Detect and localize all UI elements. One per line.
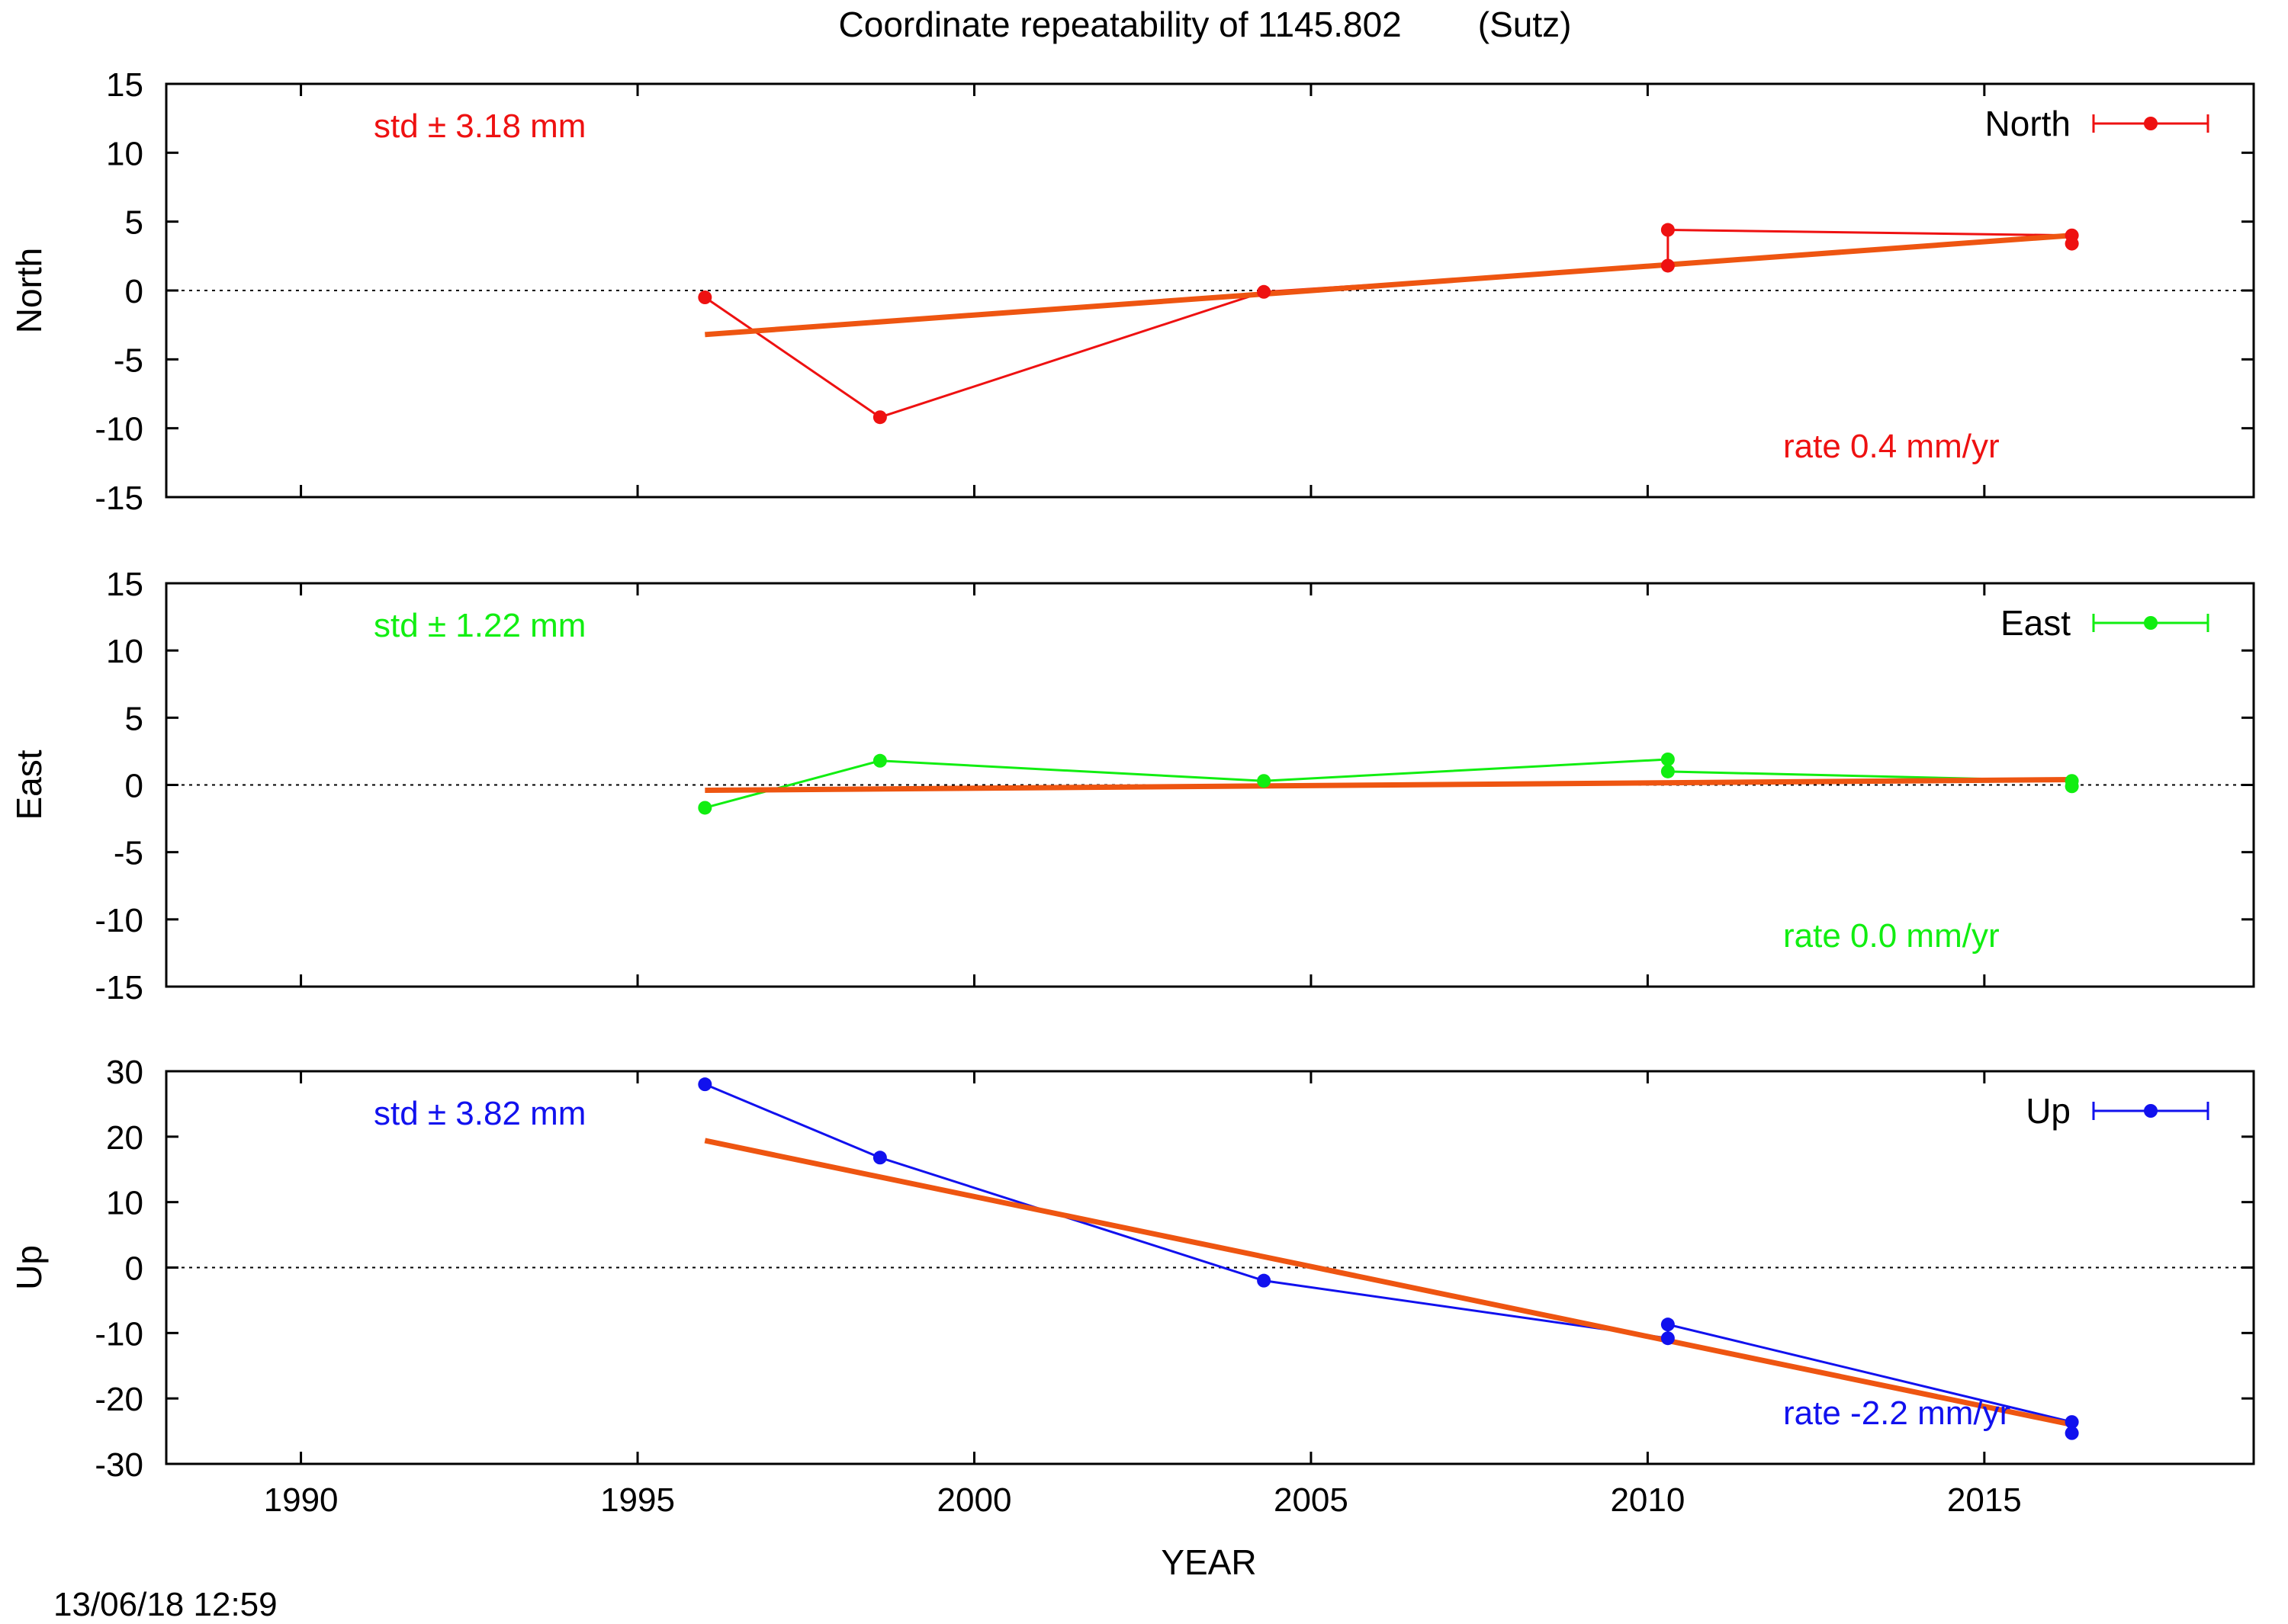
y-tick-label-east: 10 — [106, 633, 143, 670]
data-point-up — [698, 1077, 712, 1092]
rate-annotation-north: rate 0.4 mm/yr — [1783, 428, 2000, 465]
panel-east: -15 -10 -5 0 5 10 15 East std ± 1.22 mm rate 0.0 … — [9, 566, 2255, 1006]
legend-marker-east — [2144, 616, 2158, 630]
y-tick-label-up: 0 — [125, 1250, 143, 1288]
trend-line-east — [705, 776, 2072, 794]
y-tick-label-north: -5 — [114, 342, 143, 379]
y-axis-label-north: North — [9, 248, 49, 333]
y-axis-label-up: Up — [9, 1245, 49, 1290]
panel-north: -15 -10 -5 0 5 10 15 North std ± 3.18 mm rate 0.4… — [9, 66, 2255, 517]
data-point-east — [2065, 779, 2079, 794]
rate-annotation-east: rate 0.0 mm/yr — [1783, 917, 2000, 955]
y-tick-label-up: -20 — [95, 1381, 143, 1418]
y-tick-label-north: 15 — [106, 66, 143, 104]
data-point-east — [1660, 764, 1675, 778]
y-tick-label-north: -15 — [95, 480, 143, 517]
chart-title-text: Coordinate repeatability of 1145.802 — [839, 5, 1402, 44]
timestamp: 13/06/18 12:59 — [53, 1586, 278, 1623]
y-tick-label-east: 15 — [106, 566, 143, 603]
data-point-east — [1257, 774, 1271, 788]
y-tick-label-north: 10 — [106, 135, 143, 172]
legend-marker-north — [2144, 117, 2158, 130]
y-tick-label-north: -10 — [95, 411, 143, 448]
data-point-north — [872, 410, 887, 425]
x-axis-label: YEAR — [1161, 1542, 1256, 1582]
data-point-east — [872, 753, 887, 768]
x-tick-label: 1995 — [600, 1481, 675, 1519]
std-annotation-up: std ± 3.82 mm — [374, 1095, 586, 1132]
y-tick-label-up: 10 — [106, 1185, 143, 1222]
y-tick-label-up: 20 — [106, 1119, 143, 1157]
legend-label-up: Up — [2026, 1091, 2071, 1131]
trend-line-north — [705, 233, 2072, 338]
data-point-north — [1660, 223, 1675, 237]
x-tick-label: 2010 — [1610, 1481, 1685, 1519]
std-annotation-east: std ± 1.22 mm — [374, 607, 586, 644]
data-point-up — [1660, 1317, 1675, 1332]
data-point-north — [1257, 284, 1271, 299]
trend-line-up — [704, 1138, 2073, 1427]
data-point-north — [2065, 236, 2079, 251]
data-point-east — [1660, 752, 1675, 766]
legend-marker-up — [2144, 1104, 2158, 1118]
y-tick-label-east: -5 — [114, 835, 143, 872]
y-tick-label-east: 0 — [125, 768, 143, 805]
data-point-up — [1257, 1273, 1271, 1288]
data-point-up — [1660, 1331, 1675, 1346]
x-tick-label: 1990 — [264, 1481, 339, 1519]
y-tick-label-north: 0 — [125, 273, 143, 310]
data-point-north — [698, 290, 712, 305]
chart-panels: -15 -10 -5 0 5 10 15 North std ± 3.18 mm rate 0.4… — [9, 66, 2255, 1484]
y-tick-label-east: 5 — [125, 700, 143, 737]
x-tick-label: 2015 — [1947, 1481, 2022, 1519]
y-tick-label-east: -10 — [95, 902, 143, 939]
data-point-up — [2065, 1415, 2079, 1430]
rate-annotation-up: rate -2.2 mm/yr — [1783, 1395, 2010, 1432]
x-tick-label: 2000 — [937, 1481, 1012, 1519]
y-tick-label-north: 5 — [125, 204, 143, 242]
series-line-north — [704, 228, 2074, 419]
data-point-up — [2065, 1426, 2079, 1440]
legend-label-north: North — [1985, 104, 2071, 143]
y-tick-label-east: -15 — [95, 969, 143, 1006]
legend-label-east: East — [2000, 603, 2071, 643]
data-point-up — [872, 1151, 887, 1165]
panel-up: -30 -20 -10 0 10 20 30 Up std ± 3.82 mm rate -2.2… — [9, 1054, 2255, 1484]
y-tick-label-up: -30 — [95, 1446, 143, 1484]
data-point-east — [698, 801, 712, 815]
chart-title: Coordinate repeatability of 1145.802 (Sut… — [839, 5, 1572, 44]
data-point-north — [1660, 258, 1675, 273]
y-tick-label-up: 30 — [106, 1054, 143, 1091]
y-axis-label-east: East — [9, 749, 49, 820]
x-axis-tick-labels: 1990 1995 2000 2005 2010 2015 — [264, 1481, 2022, 1519]
std-annotation-north: std ± 3.18 mm — [374, 108, 586, 145]
y-tick-label-up: -10 — [95, 1315, 143, 1353]
x-tick-label: 2005 — [1274, 1481, 1348, 1519]
chart-title-suffix: (Sutz) — [1478, 5, 1572, 44]
